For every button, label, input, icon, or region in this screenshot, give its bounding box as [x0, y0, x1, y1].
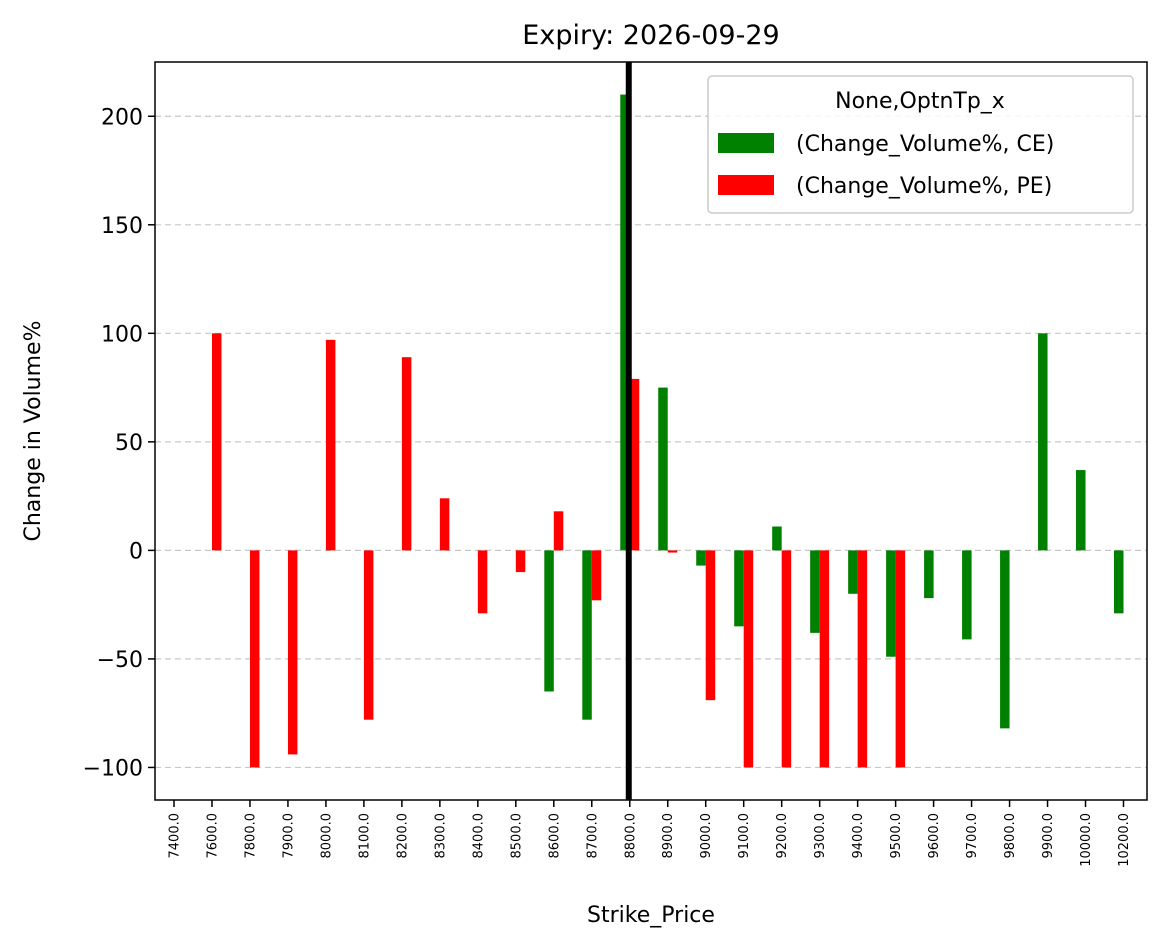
- bars: [211, 94, 1124, 768]
- legend: None,OptnTp_x (Change_Volume%, CE) (Chan…: [707, 75, 1134, 214]
- x-axis-label: Strike_Price: [587, 903, 715, 928]
- bar-ce: [1038, 333, 1048, 551]
- x-tick-label: 7400.0: [168, 813, 183, 859]
- x-tick-label: 9900.0: [1041, 813, 1056, 859]
- x-tick-label: 7600.0: [205, 813, 220, 859]
- x-tick-label: 8900.0: [661, 813, 676, 859]
- x-tick-label: 7800.0: [243, 813, 258, 859]
- y-tick-label: −100: [83, 756, 143, 781]
- x-tick-label: 8000.0: [319, 813, 334, 859]
- x-tick-label: 9500.0: [889, 813, 904, 859]
- x-tick-label: 7900.0: [281, 813, 296, 859]
- x-tick-label: 9100.0: [737, 813, 752, 859]
- bar-pe: [477, 550, 488, 614]
- x-tick-label: 9200.0: [775, 813, 790, 859]
- legend-label-pe: (Change_Volume%, PE): [796, 174, 1052, 199]
- legend-swatch-pe: [718, 175, 774, 195]
- bar-pe: [819, 550, 830, 768]
- bar-pe: [401, 357, 412, 551]
- bar-ce: [772, 526, 782, 551]
- x-tick-label: 10000.0: [1079, 813, 1094, 867]
- bar-ce: [1076, 470, 1086, 551]
- y-tick-label: 100: [101, 322, 143, 347]
- bar-ce: [620, 94, 630, 551]
- x-tick-label: 9600.0: [927, 813, 942, 859]
- x-tick-label: 8100.0: [357, 813, 372, 859]
- bar-ce: [848, 550, 858, 594]
- x-tick-label: 8600.0: [547, 813, 562, 859]
- y-tick-label: 50: [115, 431, 143, 456]
- x-tick-label: 8500.0: [509, 813, 524, 859]
- legend-swatch-ce: [718, 133, 774, 153]
- bar-pe: [857, 550, 868, 768]
- x-tick-label: 9000.0: [699, 813, 714, 859]
- bar-pe: [895, 550, 906, 768]
- x-tick-label: 8400.0: [471, 813, 486, 859]
- bar-pe: [325, 339, 336, 551]
- bar-ce: [696, 550, 706, 566]
- legend-title: None,OptnTp_x: [835, 89, 1005, 114]
- x-tick-label: 8700.0: [585, 813, 600, 859]
- bar-ce: [1114, 550, 1124, 614]
- y-tick-label: 200: [101, 105, 143, 130]
- bar-pe: [743, 550, 754, 768]
- bar-ce: [886, 550, 896, 657]
- bar-pe: [705, 550, 716, 701]
- bar-pe: [781, 550, 792, 768]
- x-tick-label: 9400.0: [851, 813, 866, 859]
- bar-ce: [924, 550, 934, 599]
- bar-pe: [667, 550, 678, 553]
- bar-pe: [515, 550, 526, 573]
- bar-ce: [582, 550, 592, 720]
- bar-ce: [734, 550, 744, 627]
- bar-ce: [810, 550, 820, 633]
- plot-frame: [154, 61, 1148, 801]
- grid-lines: [155, 115, 1147, 769]
- bar-pe: [287, 550, 298, 755]
- x-axis: 7400.0 7600.0 7800.0 7900.0 8000.0 8100.0 8200…: [168, 800, 1132, 867]
- x-tick-label: 9700.0: [965, 813, 980, 859]
- legend-box: [707, 75, 1134, 214]
- bar-ce: [962, 550, 972, 640]
- y-axis-label: Change in Volume%: [21, 321, 46, 542]
- bar-ce: [1000, 550, 1010, 729]
- legend-label-ce: (Change_Volume%, CE): [796, 132, 1054, 157]
- x-tick-label: 8800.0: [623, 813, 638, 859]
- bar-pe: [439, 498, 450, 551]
- bar-pe: [363, 550, 374, 720]
- x-tick-label: 9300.0: [813, 813, 828, 859]
- y-tick-label: −50: [97, 648, 143, 673]
- x-tick-label: 8200.0: [395, 813, 410, 859]
- x-tick-label: 10200.0: [1117, 813, 1132, 867]
- bar-pe: [211, 333, 222, 551]
- bar-pe: [249, 550, 260, 768]
- bar-ce: [658, 387, 668, 551]
- x-tick-label: 9800.0: [1003, 813, 1018, 859]
- chart-title: Expiry: 2026-09-29: [522, 20, 779, 51]
- bar-pe: [553, 511, 564, 551]
- bar-ce: [544, 550, 554, 692]
- x-tick-label: 8300.0: [433, 813, 448, 859]
- y-axis: −100 −50 0 50 100 150 200: [83, 105, 155, 781]
- bar-pe: [591, 550, 602, 601]
- y-tick-label: 0: [129, 539, 143, 564]
- bar-pe: [629, 378, 640, 551]
- y-tick-label: 150: [101, 214, 143, 239]
